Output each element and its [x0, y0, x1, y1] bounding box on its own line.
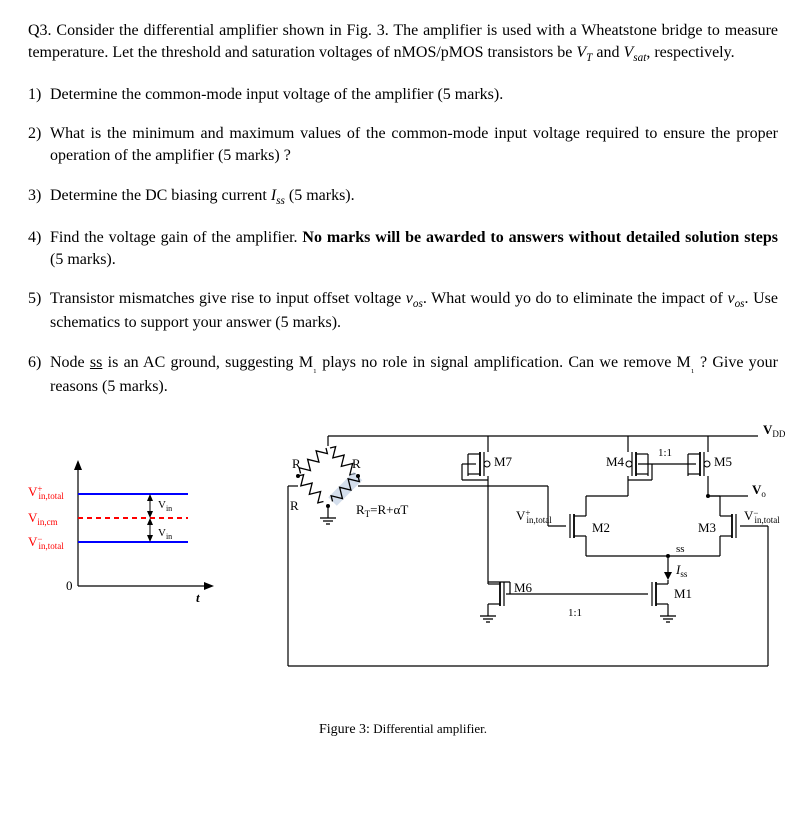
q6-text-b: is an AC ground, suggesting M [102, 354, 313, 371]
q1-text: Determine the common-mode input voltage … [50, 86, 503, 103]
question-1: 1) Determine the common-mode input volta… [50, 84, 778, 106]
q4-text-b: (5 marks). [50, 251, 116, 268]
svg-text:V−in,total: V−in,total [28, 534, 64, 551]
q4-number: 4) [28, 227, 41, 249]
svg-text:M7: M7 [494, 454, 513, 469]
svg-text:RT=R+αT: RT=R+αT [356, 502, 408, 519]
intro-suffix: , respectively. [646, 44, 734, 61]
caption-label: Figure 3: [319, 722, 370, 737]
svg-text:t: t [196, 590, 200, 605]
voltage-graph: V+in,total Vin,cm V−in,total Vin Vin 0 t [28, 446, 228, 616]
q6-ss: ss [90, 354, 102, 371]
q5-vos2-sub: os [735, 298, 745, 310]
circuit-diagram: VDD [248, 416, 788, 676]
svg-text:1:1: 1:1 [568, 607, 582, 619]
q5-vos: v [406, 290, 413, 307]
question-list: 1) Determine the common-mode input volta… [28, 84, 778, 398]
question-4: 4) Find the voltage gain of the amplifie… [50, 227, 778, 270]
svg-text:Vo: Vo [752, 482, 766, 499]
svg-text:M6: M6 [514, 580, 533, 595]
q4-text-a: Find the voltage gain of the amplifier. [50, 229, 302, 246]
q6-number: 6) [28, 352, 41, 374]
svg-text:Vin: Vin [158, 527, 172, 541]
svg-text:1:1: 1:1 [658, 447, 672, 459]
svg-text:M3: M3 [698, 520, 716, 535]
svg-text:0: 0 [66, 578, 73, 593]
svg-text:V+in,total: V+in,total [516, 508, 552, 525]
svg-text:M2: M2 [592, 520, 610, 535]
question-2: 2) What is the minimum and maximum value… [50, 123, 778, 166]
q5-vos-sub: os [413, 298, 423, 310]
figure-caption: Figure 3: Differential amplifier. [28, 720, 778, 740]
q1-number: 1) [28, 84, 41, 106]
question-5: 5) Transistor mismatches give rise to in… [50, 288, 778, 334]
q6-text-c: plays no role in signal amplification. C… [317, 354, 691, 371]
caption-text: Differential amplifier. [370, 721, 487, 736]
svg-text:R: R [352, 456, 361, 471]
q5-number: 5) [28, 288, 41, 310]
svg-text:M5: M5 [714, 454, 732, 469]
svg-text:M1: M1 [674, 586, 692, 601]
intro-paragraph: Q3. Consider the differential amplifier … [28, 20, 778, 66]
svg-text:Vin,cm: Vin,cm [28, 510, 58, 527]
vsat-symbol: V [623, 44, 633, 61]
q3-number: 3) [28, 185, 41, 207]
question-6: 6) Node ss is an AC ground, suggesting M… [50, 352, 778, 398]
q3-text-b: (5 marks). [285, 187, 355, 204]
svg-text:V+in,total: V+in,total [28, 484, 64, 501]
svg-text:V−in,total: V−in,total [744, 508, 780, 525]
vsat-sub: sat [633, 52, 646, 64]
svg-text:Vin: Vin [158, 499, 172, 513]
intro-mid: and [592, 44, 623, 61]
q5-text-a: Transistor mismatches give rise to input… [50, 290, 406, 307]
vt-symbol: V [576, 44, 586, 61]
q2-number: 2) [28, 123, 41, 145]
svg-text:R: R [290, 498, 299, 513]
svg-text:Iss: Iss [675, 562, 688, 579]
q6-text-a: Node [50, 354, 90, 371]
q4-bold: No marks will be awarded to answers with… [302, 229, 778, 246]
q5-text-b: . What would yo do to eliminate the impa… [423, 290, 728, 307]
svg-text:M4: M4 [606, 454, 625, 469]
figure-area: V+in,total Vin,cm V−in,total Vin Vin 0 t [28, 416, 778, 716]
q3-text-a: Determine the DC biasing current [50, 187, 271, 204]
q5-vos2: v [727, 290, 734, 307]
svg-text:R: R [292, 456, 301, 471]
question-3: 3) Determine the DC biasing current Iss … [50, 185, 778, 209]
q3-iss-sub: ss [276, 195, 285, 207]
svg-text:ss: ss [676, 543, 685, 555]
q2-text: What is the minimum and maximum values o… [50, 125, 778, 164]
svg-text:VDD: VDD [763, 422, 786, 439]
